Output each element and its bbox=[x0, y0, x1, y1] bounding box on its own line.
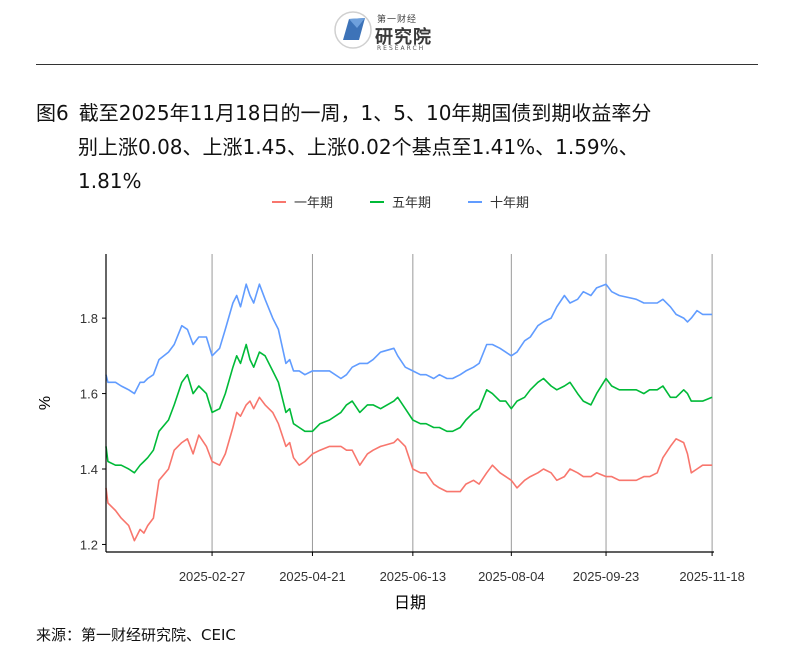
x-tick-label: 2025-04-21 bbox=[279, 569, 346, 584]
caption-line-3: 1.81% bbox=[78, 169, 142, 193]
brand-logo: 第一财经 研究院 RESEARCH bbox=[333, 8, 443, 54]
figure-number: 图6 bbox=[36, 101, 69, 125]
y-axis-title: % bbox=[37, 396, 54, 410]
legend-label-1: 一年期 bbox=[294, 195, 333, 210]
x-axis-title: 日期 bbox=[394, 594, 426, 612]
x-tick-label: 2025-09-23 bbox=[573, 569, 640, 584]
caption-line-1: 图6 截至2025年11月18日的一周，1、5、10年期国债到期收益率分 bbox=[36, 96, 756, 130]
logo-subtitle: RESEARCH bbox=[377, 45, 426, 52]
series-line-1 bbox=[105, 396, 713, 542]
chart-grid bbox=[211, 254, 713, 552]
y-tick-label: 1.8 bbox=[80, 311, 98, 326]
chart-legend: 一年期 五年期 十年期 bbox=[272, 195, 529, 210]
logo-mark-icon bbox=[334, 11, 372, 49]
chart-series bbox=[105, 283, 713, 542]
series-line-3 bbox=[105, 283, 713, 395]
yield-line-chart: 一年期 五年期 十年期 1.2 1.4 1.6 1.8 2025-02-27 2025-04-… bbox=[37, 195, 745, 612]
y-tick-label: 1.2 bbox=[80, 537, 98, 552]
logo-name: 研究院 bbox=[375, 27, 432, 48]
logo-small-text: 第一财经 bbox=[377, 15, 418, 25]
legend-label-3: 十年期 bbox=[490, 195, 529, 210]
series-line-2 bbox=[105, 343, 713, 474]
x-tick-label: 2025-08-04 bbox=[478, 569, 545, 584]
x-tick-label: 2025-06-13 bbox=[380, 569, 447, 584]
x-tick-label: 2025-02-27 bbox=[179, 569, 246, 584]
y-tick-label: 1.6 bbox=[80, 387, 98, 402]
x-tick-label: 2025-11-18 bbox=[679, 569, 745, 584]
source-note: 来源：第一财经研究院、CEIC bbox=[36, 626, 236, 644]
header-divider bbox=[36, 64, 758, 65]
figure-caption: 图6 截至2025年11月18日的一周，1、5、10年期国债到期收益率分 别上涨0… bbox=[36, 96, 756, 198]
y-tick-label: 1.4 bbox=[80, 462, 98, 477]
caption-text-1: 截至2025年11月18日的一周，1、5、10年期国债到期收益率分 bbox=[78, 101, 652, 125]
legend-label-2: 五年期 bbox=[392, 195, 431, 210]
caption-line-2: 别上涨0.08、上涨1.45、上涨0.02个基点至1.41%、1.59%、 bbox=[78, 135, 639, 159]
chart-axes: 1.2 1.4 1.6 1.8 2025-02-27 2025-04-21 2025-06-… bbox=[37, 254, 745, 612]
